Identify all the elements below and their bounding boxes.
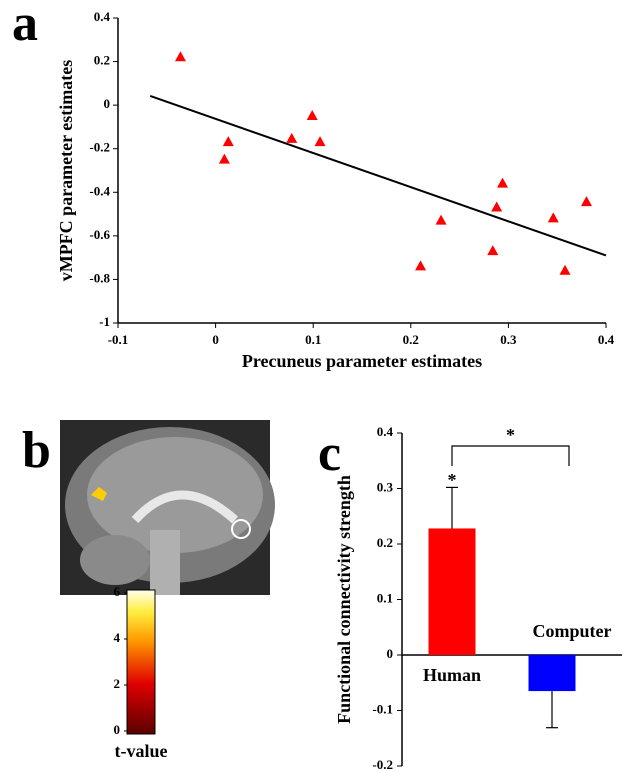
data-point xyxy=(487,245,498,255)
y-axis-label: Functional connectivity strength xyxy=(334,475,354,724)
bar xyxy=(429,528,476,655)
x-tick-label: 0.1 xyxy=(305,332,321,347)
y-tick-label: -0.4 xyxy=(89,183,110,198)
colorbar-tick-label: 2 xyxy=(114,676,121,691)
y-tick-label: 0 xyxy=(104,96,111,111)
y-tick-label: -0.2 xyxy=(372,757,393,772)
panel-label: a xyxy=(12,0,38,52)
colorbar xyxy=(127,590,155,734)
y-tick-label: -0.1 xyxy=(372,701,393,716)
data-point xyxy=(315,136,326,146)
colorbar-tick-label: 6 xyxy=(114,584,121,599)
x-tick-label: -0.1 xyxy=(108,332,129,347)
y-tick-label: 0.2 xyxy=(94,53,110,68)
data-point xyxy=(286,133,297,143)
data-point xyxy=(219,154,230,164)
x-tick-label: 0.4 xyxy=(598,332,615,347)
y-tick-label: 0.4 xyxy=(377,424,394,439)
y-tick-label: 0.2 xyxy=(377,535,393,550)
significance-star: * xyxy=(448,470,457,490)
category-label: Human xyxy=(423,665,481,685)
y-tick-label: 0.1 xyxy=(377,590,393,605)
fit-line xyxy=(150,96,606,255)
category-label: Computer xyxy=(533,621,612,641)
panel-label: b xyxy=(22,422,51,479)
y-tick-label: -0.2 xyxy=(89,140,110,155)
data-point xyxy=(560,265,571,275)
significance-bracket xyxy=(452,446,569,466)
y-axis-label: vMPFC parameter estimates xyxy=(56,60,76,282)
y-tick-label: -1 xyxy=(99,314,110,329)
y-tick-label: 0.4 xyxy=(94,9,111,24)
bar xyxy=(529,655,576,691)
data-point xyxy=(307,110,318,120)
significance-star: * xyxy=(506,425,515,445)
data-point xyxy=(497,178,508,188)
y-tick-label: 0 xyxy=(387,646,394,661)
data-point xyxy=(581,196,592,206)
data-point xyxy=(548,212,559,222)
y-tick-label: -0.6 xyxy=(89,227,110,242)
x-tick-label: 0.2 xyxy=(403,332,419,347)
colorbar-tick-label: 4 xyxy=(114,630,121,645)
data-point xyxy=(175,51,186,61)
data-point xyxy=(415,260,426,270)
brain-image xyxy=(60,420,275,595)
x-axis-label: Precuneus parameter estimates xyxy=(242,351,482,371)
colorbar-label: t-value xyxy=(115,741,168,761)
figure: a 0.4 0.2 0 -0.2 -0.4 -0.6 -0.8 -1 -0.1 0 0.1 0.2 0.3… xyxy=(0,0,634,773)
data-point xyxy=(491,202,502,212)
y-tick-label: 0.3 xyxy=(377,479,394,494)
colorbar-tick-label: 0 xyxy=(114,722,121,737)
data-point xyxy=(436,215,447,225)
x-tick-label: 0 xyxy=(212,332,219,347)
panel-label: c xyxy=(318,425,341,482)
x-tick-label: 0.3 xyxy=(500,332,517,347)
y-tick-label: -0.8 xyxy=(89,270,110,285)
data-point xyxy=(223,136,234,146)
